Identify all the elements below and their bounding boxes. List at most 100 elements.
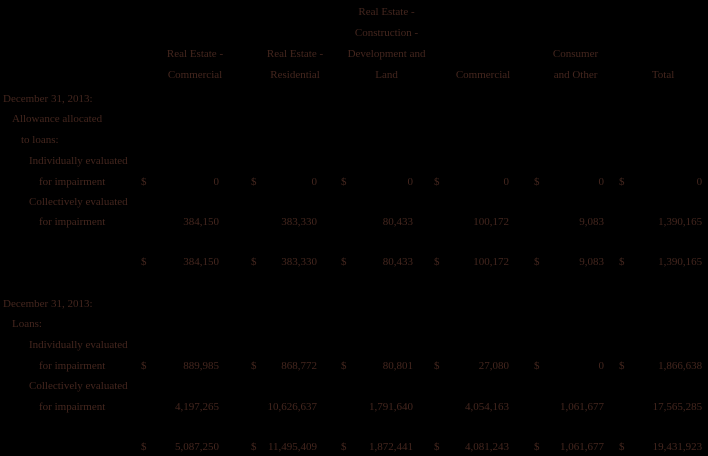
section-subheader: Allowance allocated: [12, 113, 103, 125]
section-date: December 31, 2013:: [3, 298, 93, 310]
total-value-cell: 5,087,250: [175, 441, 220, 453]
column-header-consumer-and-other: Consumer and Other: [533, 0, 618, 86]
column-header-total: Total: [618, 0, 708, 86]
value-cell: 1,791,640: [369, 401, 414, 413]
column-header-line: Residential: [270, 69, 320, 81]
dollar-sign: $: [434, 441, 440, 453]
column-header-line: Consumer: [552, 48, 599, 60]
dollar-placeholder: [140, 393, 152, 414]
dollar-sign: $: [251, 360, 257, 372]
dollar-sign: $: [534, 256, 540, 268]
section1-date-row: December 31, 2013:: [0, 86, 708, 106]
section2-collectively-value-row: for impairment 4,197,265 10,626,637 1,79…: [0, 393, 708, 414]
value-cell: 17,565,285: [652, 401, 703, 413]
value-cell: 0: [311, 176, 318, 188]
value-cell: 384,150: [183, 216, 220, 228]
total-value-cell: 100,172: [473, 256, 510, 268]
section1-collectively-value-row: for impairment 384,150 383,330 80,433 10…: [0, 209, 708, 229]
dollar-sign: $: [619, 441, 625, 453]
dollar-sign: $: [534, 176, 540, 188]
value-cell: 4,197,265: [175, 401, 220, 413]
dollar-placeholder: [618, 393, 630, 414]
section1-total-row: $ 384,150 $ 383,330 $ 80,433 $ 100,172 $…: [0, 249, 708, 269]
value-cell: 80,433: [382, 216, 414, 228]
header-row: Real Estate - Commercial Real Estate - R…: [0, 0, 708, 86]
dollar-sign: $: [619, 256, 625, 268]
total-value-cell: 4,081,243: [465, 441, 510, 453]
value-cell: 0: [598, 176, 605, 188]
value-cell: 868,772: [281, 360, 318, 372]
value-cell: 1,866,638: [658, 360, 703, 372]
value-cell: 9,083: [579, 216, 605, 228]
row-label: for impairment: [39, 216, 106, 228]
value-cell: 4,054,163: [465, 401, 510, 413]
section1-subheader-row-2: to loans:: [0, 126, 708, 147]
section-date: December 31, 2013:: [3, 93, 93, 105]
dollar-sign: $: [251, 256, 257, 268]
column-header-real-estate-residential: Real Estate - Residential: [250, 0, 340, 86]
column-header-line: and Other: [553, 69, 598, 81]
value-cell: 10,626,637: [267, 401, 318, 413]
value-cell: 27,080: [478, 360, 510, 372]
dollar-placeholder: [433, 209, 445, 229]
total-value-cell: 9,083: [579, 256, 605, 268]
section2-subheader-row: Loans:: [0, 311, 708, 331]
value-cell: 80,801: [382, 360, 414, 372]
column-header-line: Real Estate -: [358, 6, 415, 18]
row-label: Individually evaluated: [29, 155, 128, 167]
dollar-sign: $: [341, 256, 347, 268]
total-value-cell: 1,061,677: [560, 441, 605, 453]
dollar-sign: $: [619, 360, 625, 372]
section1-subheader-row-1: Allowance allocated: [0, 106, 708, 126]
total-value-cell: 11,495,409: [267, 441, 318, 453]
spacer-row: [0, 229, 708, 249]
column-header-line: Total: [651, 69, 675, 81]
section2-total-row: $ 5,087,250 $ 11,495,409 $ 1,872,441 $ 4…: [0, 434, 708, 454]
section2-individually-label-row: Individually evaluated: [0, 331, 708, 352]
spacer-row: [0, 269, 708, 291]
section-subheader: Loans:: [12, 318, 42, 330]
section2-collectively-label-row: Collectively evaluated: [0, 373, 708, 393]
dollar-sign: $: [434, 360, 440, 372]
dollar-sign: $: [141, 441, 147, 453]
dollar-placeholder: [250, 393, 262, 414]
dollar-sign: $: [141, 256, 147, 268]
value-cell: 889,985: [183, 360, 220, 372]
column-header-line: Real Estate -: [166, 48, 224, 60]
total-value-cell: 19,431,923: [652, 441, 703, 453]
dollar-sign: $: [534, 441, 540, 453]
row-label: for impairment: [39, 176, 106, 188]
column-header-commercial: Commercial: [433, 0, 533, 86]
dollar-placeholder: [533, 209, 545, 229]
total-value-cell: 1,872,441: [369, 441, 414, 453]
dollar-placeholder: [433, 393, 445, 414]
column-header-line: Commercial: [455, 69, 511, 81]
dollar-sign: $: [619, 176, 625, 188]
column-header-line: Commercial: [167, 69, 223, 81]
row-label: Individually evaluated: [29, 339, 128, 351]
dollar-placeholder: [250, 209, 262, 229]
dollar-placeholder: [140, 209, 152, 229]
dollar-sign: $: [534, 360, 540, 372]
section1-individually-value-row: for impairment $ 0 $ 0 $ 0 $ 0 $ 0 $ 0: [0, 168, 708, 189]
total-value-cell: 384,150: [183, 256, 220, 268]
column-header-line: Development and: [347, 48, 426, 60]
row-label: Collectively evaluated: [29, 196, 128, 208]
value-cell: 383,330: [281, 216, 318, 228]
value-cell: 0: [407, 176, 414, 188]
value-cell: 0: [213, 176, 220, 188]
dollar-placeholder: [533, 393, 545, 414]
column-header-real-estate-commercial: Real Estate - Commercial: [140, 0, 250, 86]
dollar-placeholder: [340, 209, 352, 229]
row-label: [0, 434, 140, 454]
dollar-sign: $: [434, 256, 440, 268]
total-value-cell: 80,433: [382, 256, 414, 268]
dollar-sign: $: [341, 176, 347, 188]
row-label: [0, 249, 140, 269]
section1-individually-label-row: Individually evaluated: [0, 147, 708, 168]
spacer-row: [0, 414, 708, 434]
dollar-sign: $: [251, 441, 257, 453]
section2-date-row: December 31, 2013:: [0, 291, 708, 311]
total-value-cell: 383,330: [281, 256, 318, 268]
